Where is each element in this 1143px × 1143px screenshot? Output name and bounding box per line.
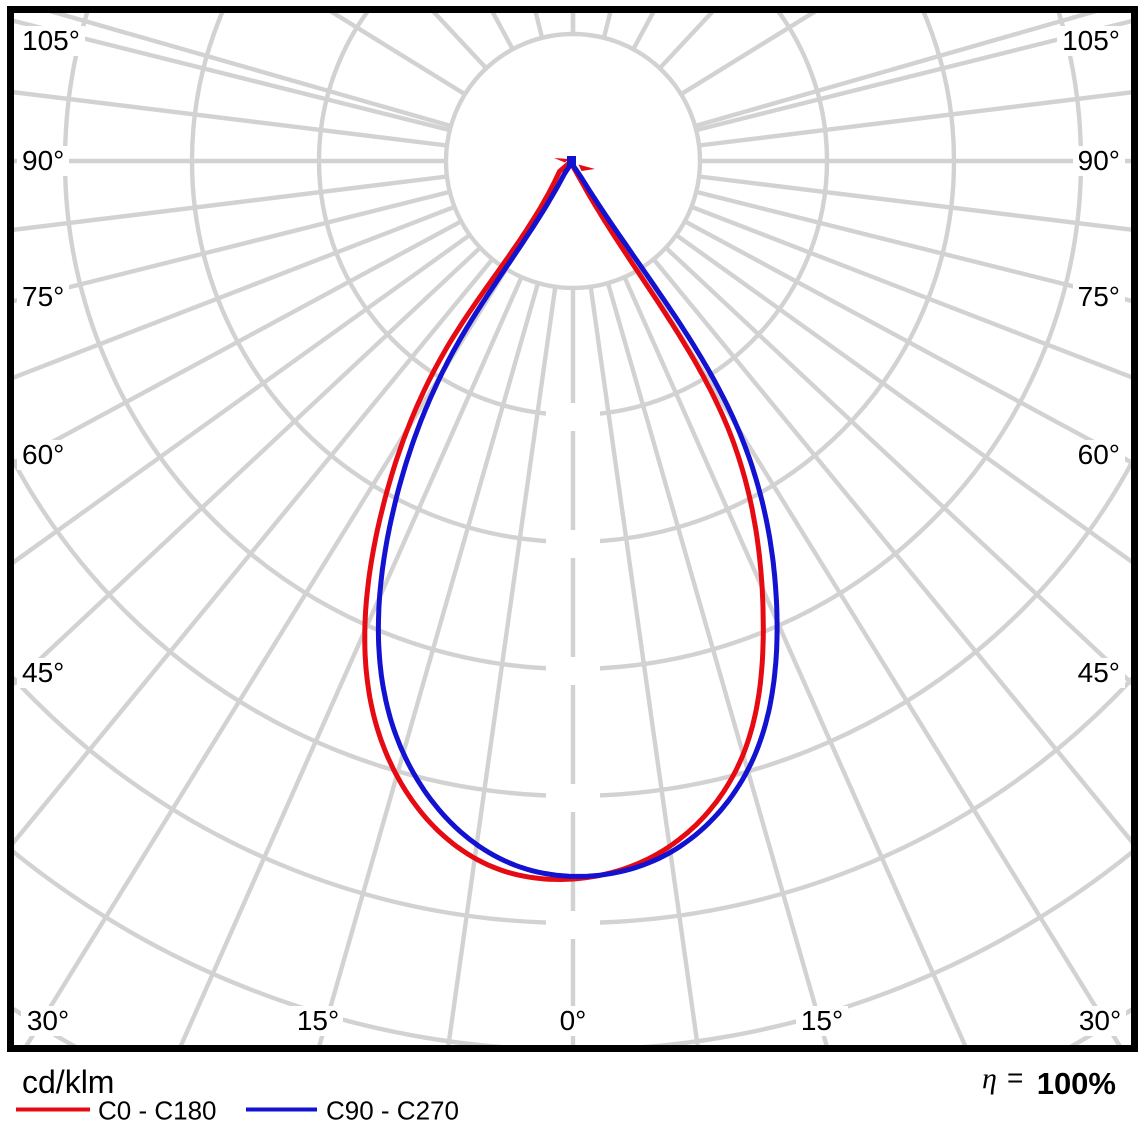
svg-text:C90 - C270: C90 - C270 xyxy=(326,1096,459,1126)
svg-text:15°: 15° xyxy=(801,1005,843,1036)
svg-text:60°: 60° xyxy=(22,439,64,470)
svg-text:90°: 90° xyxy=(22,145,64,176)
svg-text:105°: 105° xyxy=(1062,25,1120,56)
svg-text:=: = xyxy=(1007,1062,1023,1093)
svg-text:cd/klm: cd/klm xyxy=(22,1064,114,1100)
svg-text:75°: 75° xyxy=(1078,281,1120,312)
svg-text:C0 - C180: C0 - C180 xyxy=(98,1096,217,1126)
svg-text:30°: 30° xyxy=(1079,1005,1121,1036)
svg-text:90°: 90° xyxy=(1078,145,1120,176)
svg-text:75°: 75° xyxy=(22,281,64,312)
svg-text:100%: 100% xyxy=(1037,1066,1116,1101)
svg-text:15°: 15° xyxy=(297,1005,339,1036)
svg-text:105°: 105° xyxy=(22,25,80,56)
svg-text:30°: 30° xyxy=(27,1005,69,1036)
svg-text:0°: 0° xyxy=(560,1005,587,1036)
svg-text:60°: 60° xyxy=(1078,439,1120,470)
svg-text:η: η xyxy=(982,1062,997,1095)
svg-text:45°: 45° xyxy=(1078,657,1120,688)
svg-text:45°: 45° xyxy=(22,657,64,688)
